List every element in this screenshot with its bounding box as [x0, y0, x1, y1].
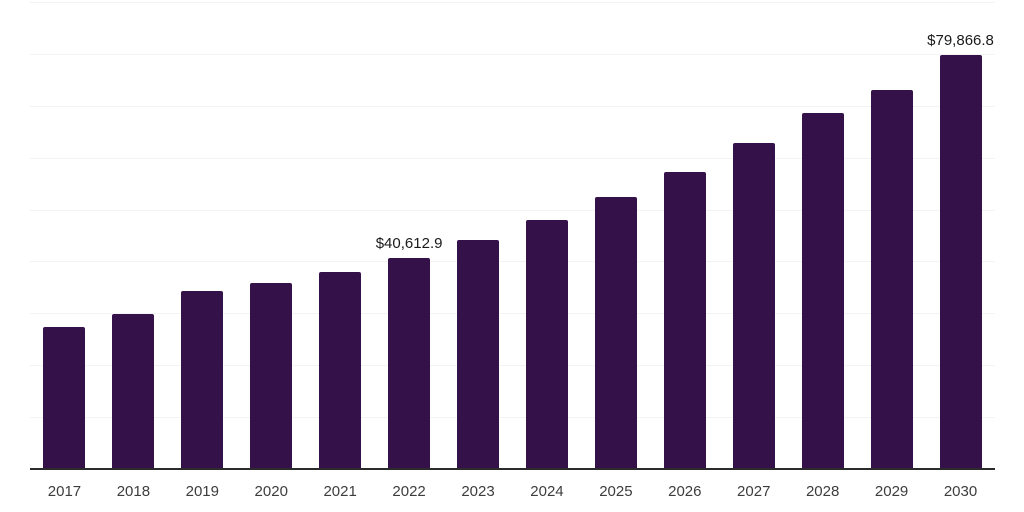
bar-2020[interactable]: [250, 283, 293, 469]
x-tick-label-2019: 2019: [185, 483, 219, 500]
bar-2026[interactable]: [663, 171, 706, 469]
bar-2025[interactable]: [594, 196, 637, 469]
data-label-2022: $40,612.9: [375, 235, 443, 253]
gridline: [30, 2, 995, 3]
x-tick-label-2024: 2024: [530, 483, 564, 500]
bar-2024[interactable]: [525, 220, 568, 469]
x-tick-label-2027: 2027: [737, 483, 771, 500]
x-tick-label-2022: 2022: [392, 483, 426, 500]
bar-2027[interactable]: [732, 142, 775, 469]
bar-2023[interactable]: [457, 239, 500, 469]
bar-2022[interactable]: [388, 258, 431, 469]
bar-2028[interactable]: [801, 112, 844, 469]
x-tick-label-2028: 2028: [805, 483, 840, 500]
gridline: [30, 261, 995, 262]
x-tick-label-2025: 2025: [599, 483, 633, 500]
gridline: [30, 210, 995, 211]
x-tick-label-2029: 2029: [874, 483, 909, 500]
bar-2030[interactable]: [939, 54, 982, 469]
gridline: [30, 313, 995, 314]
x-tick-label-2017: 2017: [47, 483, 82, 500]
gridline: [30, 417, 995, 418]
gridline: [30, 106, 995, 107]
x-tick-label-2026: 2026: [668, 483, 702, 500]
x-tick-label-2020: 2020: [254, 483, 288, 500]
bar-2021[interactable]: [319, 272, 362, 469]
x-tick-label-2018: 2018: [116, 483, 151, 500]
bar-2018[interactable]: [112, 314, 155, 469]
gridline: [30, 54, 995, 55]
x-tick-label-2030: 2030: [943, 483, 978, 500]
gridline: [30, 158, 995, 159]
bar-2017[interactable]: [43, 327, 86, 469]
data-label-2030: $79,866.8: [927, 31, 994, 49]
x-tick-label-2023: 2023: [461, 483, 495, 500]
gridline: [30, 365, 995, 366]
bar-2019[interactable]: [181, 291, 224, 469]
x-tick-label-2021: 2021: [323, 483, 357, 500]
x-axis-line: [30, 468, 995, 470]
bar-2029[interactable]: [870, 89, 913, 469]
